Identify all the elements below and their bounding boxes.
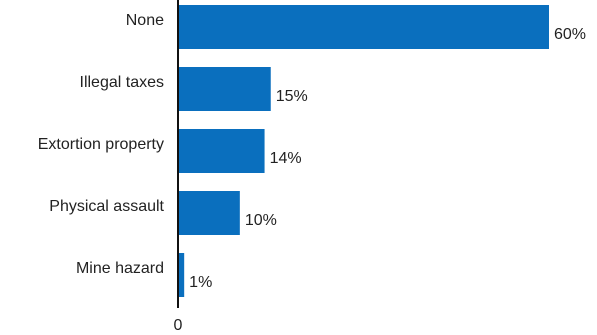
value-label: 60% (554, 26, 586, 43)
category-label: None (126, 12, 164, 29)
category-label: Extortion property (38, 136, 164, 153)
bar-mine-hazard (178, 253, 185, 297)
value-label: 1% (189, 274, 212, 291)
value-label: 15% (276, 88, 308, 105)
category-label: Illegal taxes (80, 74, 165, 91)
value-label: 14% (270, 150, 302, 167)
category-label: Mine hazard (76, 260, 164, 277)
bar-extortion-property (178, 129, 265, 173)
bar-illegal-taxes (178, 67, 271, 111)
value-labels-group: 60% 15% 14% 10% 1% (189, 26, 586, 291)
value-label: 10% (245, 212, 277, 229)
category-labels-group: None Illegal taxes Extortion property Physi… (38, 12, 165, 277)
bars-group (178, 5, 549, 297)
bar-physical-assault (178, 191, 240, 235)
bar-none (178, 5, 549, 49)
x-tick-label: 0 (174, 317, 183, 334)
category-label: Physical assault (49, 198, 164, 215)
